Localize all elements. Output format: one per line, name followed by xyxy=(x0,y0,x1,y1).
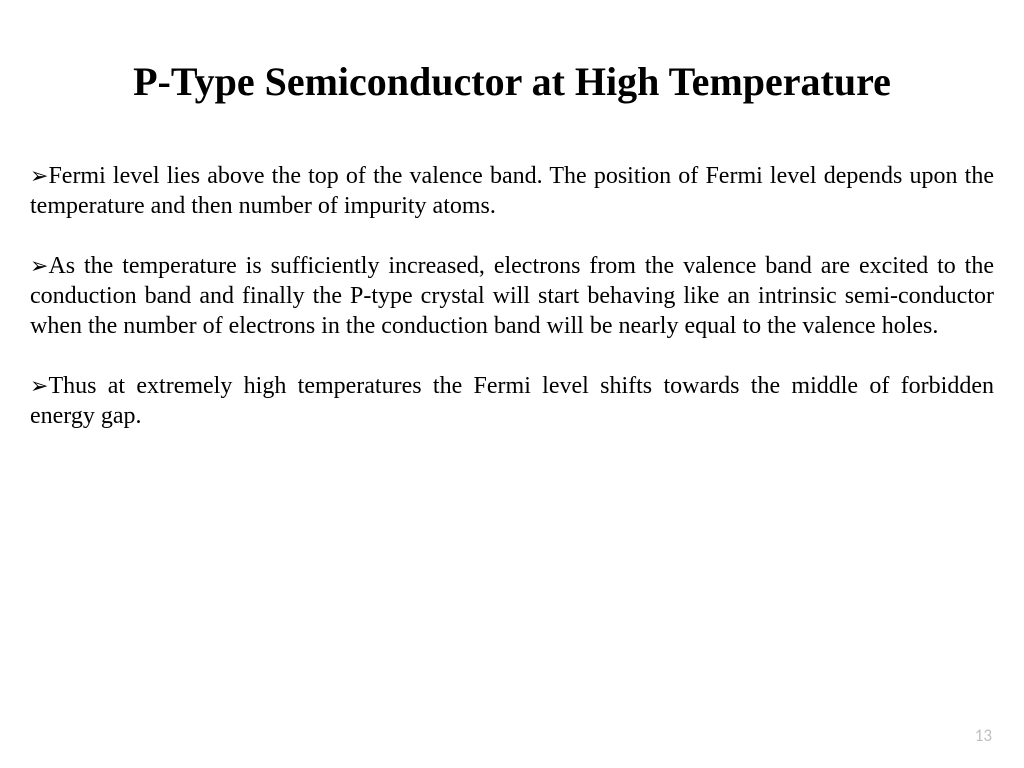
page-number: 13 xyxy=(975,725,992,746)
paragraph-text: As the temperature is sufficiently incre… xyxy=(30,253,994,339)
paragraph-text: Fermi level lies above the top of the va… xyxy=(30,163,994,219)
slide-title: P-Type Semiconductor at High Temperature xyxy=(30,58,994,105)
paragraph-text: Thus at extremely high temperatures the … xyxy=(30,373,994,429)
arrow-bullet-icon: ➢ xyxy=(30,163,48,188)
bullet-paragraph: ➢Fermi level lies above the top of the v… xyxy=(30,161,994,221)
slide-container: P-Type Semiconductor at High Temperature… xyxy=(0,0,1024,768)
arrow-bullet-icon: ➢ xyxy=(30,253,48,278)
bullet-paragraph: ➢Thus at extremely high temperatures the… xyxy=(30,371,994,431)
arrow-bullet-icon: ➢ xyxy=(30,373,48,398)
slide-body: ➢Fermi level lies above the top of the v… xyxy=(30,161,994,431)
bullet-paragraph: ➢As the temperature is sufficiently incr… xyxy=(30,251,994,341)
